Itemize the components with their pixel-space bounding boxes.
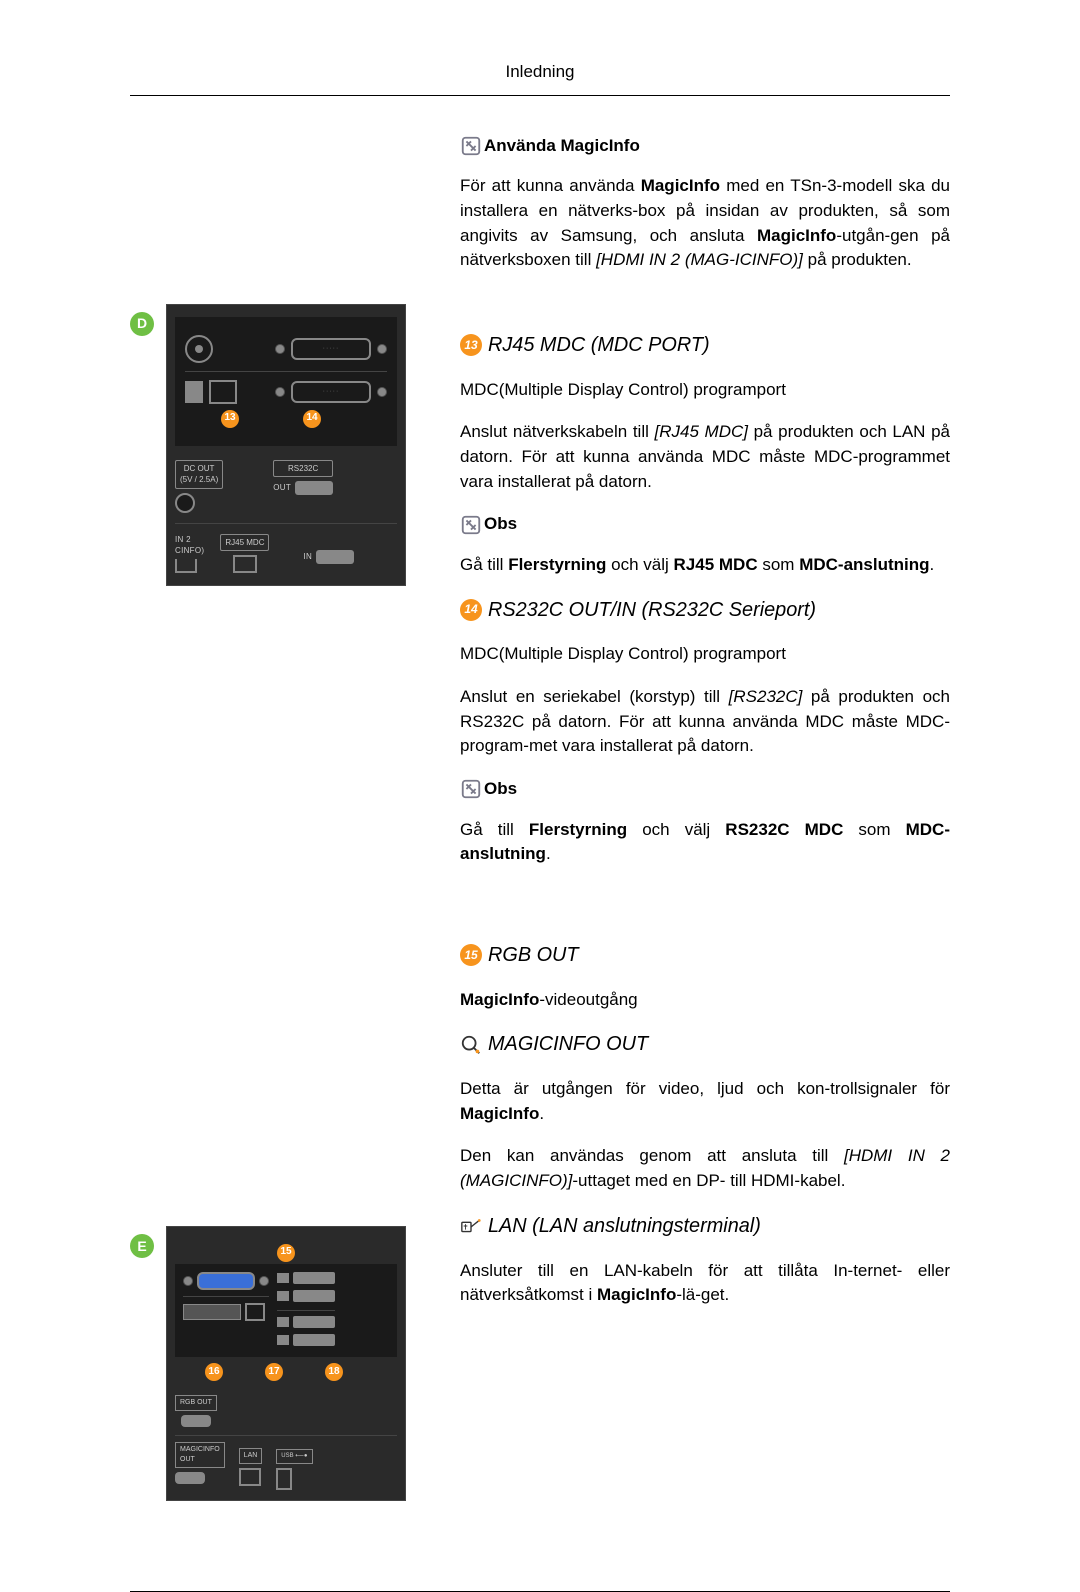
rs232-p3: Gå till Flerstyrning och välj RS232C MDC… — [460, 818, 950, 867]
port-diagram-d: ····· ····· 13 14 — [166, 304, 406, 587]
right-column: Använda MagicInfo För att kunna använda … — [460, 134, 950, 1541]
note-heading-magicinfo: Använda MagicInfo — [460, 134, 950, 159]
num-badge-17: 17 — [265, 1363, 283, 1381]
label-rgbout: RGB OUT — [175, 1395, 217, 1411]
label-magicinfo: MAGICINFOOUT — [175, 1442, 225, 1468]
lan-heading-text: LAN (LAN anslutningsterminal) — [488, 1212, 761, 1241]
diagram-e-row: E 15 — [130, 1226, 420, 1500]
label-usb: USB ⟵● — [276, 1449, 312, 1464]
obs-text: Obs — [484, 512, 517, 537]
top-paragraph: För att kunna använda MagicInfo med en T… — [460, 174, 950, 273]
obs-heading-rs232: Obs — [460, 777, 950, 802]
rs232-p1: MDC(Multiple Display Control) programpor… — [460, 642, 950, 667]
lan-heading: LAN (LAN anslutningsterminal) — [460, 1212, 950, 1241]
num-badge-13: 13 — [221, 410, 239, 428]
obs-text: Obs — [484, 777, 517, 802]
num-badge-15: 15 — [277, 1244, 295, 1262]
rgb-p1: MagicInfo-videoutgång — [460, 988, 950, 1013]
rj45-p3: Gå till Flerstyrning och välj RJ45 MDC s… — [460, 553, 950, 578]
label-in2: IN 2CINFO) — [175, 534, 204, 557]
note-icon — [460, 778, 482, 800]
spacer — [130, 626, 420, 1226]
note-icon — [460, 514, 482, 536]
spacer — [130, 134, 420, 304]
magicinfo-p2: Den kan användas genom att ansluta till … — [460, 1144, 950, 1193]
rgb-heading-text: RGB OUT — [488, 941, 579, 970]
lan-icon — [460, 1215, 482, 1237]
header-title: Inledning — [505, 62, 574, 81]
rj45-p1: MDC(Multiple Display Control) programpor… — [460, 378, 950, 403]
num-badge-14-inline: 14 — [460, 599, 482, 621]
rj45-heading: 13 RJ45 MDC (MDC PORT) — [460, 331, 950, 360]
lan-p1: Ansluter till en LAN-kabeln för att till… — [460, 1259, 950, 1308]
main-content: D ····· ···· — [130, 134, 950, 1541]
magicinfo-heading-text: MAGICINFO OUT — [488, 1030, 648, 1059]
badge-d: D — [130, 312, 154, 336]
rj45-heading-text: RJ45 MDC (MDC PORT) — [488, 331, 710, 360]
rs232-p2: Anslut en seriekabel (korstyp) till [RS2… — [460, 685, 950, 759]
magicinfo-icon — [460, 1034, 482, 1056]
num-badge-18: 18 — [325, 1363, 343, 1381]
label-dcout: DC OUT(5V / 2.5A) — [175, 460, 223, 489]
diagram-d-row: D ····· ···· — [130, 304, 420, 587]
page-header: Inledning — [130, 60, 950, 96]
badge-e: E — [130, 1234, 154, 1258]
note-heading-text: Använda MagicInfo — [484, 134, 640, 159]
num-badge-16: 16 — [205, 1363, 223, 1381]
num-badge-13-inline: 13 — [460, 334, 482, 356]
port-diagram-e: 15 — [166, 1226, 406, 1500]
rgb-heading: 15 RGB OUT — [460, 941, 950, 970]
rs232-heading: 14 RS232C OUT/IN (RS232C Serieport) — [460, 596, 950, 625]
magicinfo-p1: Detta är utgången för video, ljud och ko… — [460, 1077, 950, 1126]
num-badge-15-inline: 15 — [460, 944, 482, 966]
note-icon — [460, 135, 482, 157]
left-column: D ····· ···· — [130, 134, 420, 1541]
obs-heading-rj45: Obs — [460, 512, 950, 537]
rj45-p2: Anslut nätverkskabeln till [RJ45 MDC] på… — [460, 420, 950, 494]
rs232-heading-text: RS232C OUT/IN (RS232C Serieport) — [488, 596, 816, 625]
label-rj45: RJ45 MDC — [220, 534, 269, 552]
label-rs232c: RS232C — [273, 460, 333, 478]
label-lan: LAN — [239, 1448, 263, 1464]
port-top-d: ····· ····· 13 14 — [175, 317, 397, 446]
num-badge-14: 14 — [303, 410, 321, 428]
magicinfo-heading: MAGICINFO OUT — [460, 1030, 950, 1059]
